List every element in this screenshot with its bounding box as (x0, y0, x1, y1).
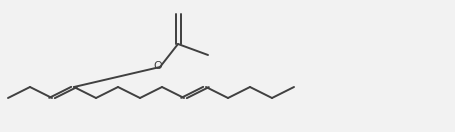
Text: O: O (153, 61, 162, 71)
